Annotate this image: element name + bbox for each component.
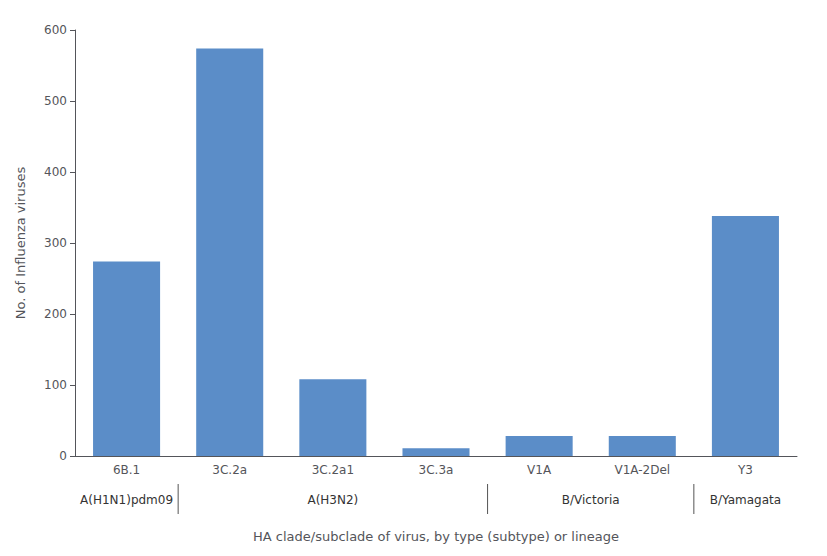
svg-text:0: 0: [59, 449, 67, 463]
svg-text:3C.2a1: 3C.2a1: [312, 463, 354, 477]
svg-text:A(H1N1)pdm09: A(H1N1)pdm09: [80, 493, 173, 507]
svg-text:3C.2a: 3C.2a: [212, 463, 247, 477]
svg-text:500: 500: [44, 94, 67, 108]
svg-text:6B.1: 6B.1: [113, 463, 140, 477]
svg-text:B/Victoria: B/Victoria: [562, 493, 620, 507]
svg-text:400: 400: [44, 165, 67, 179]
svg-text:200: 200: [44, 307, 67, 321]
svg-text:100: 100: [44, 378, 67, 392]
svg-text:B/Yamagata: B/Yamagata: [710, 493, 781, 507]
svg-text:300: 300: [44, 236, 67, 250]
svg-text:600: 600: [44, 23, 67, 37]
svg-text:HA clade/subclade of virus, by: HA clade/subclade of virus, by type (sub…: [253, 529, 619, 544]
svg-text:3C.3a: 3C.3a: [419, 463, 454, 477]
svg-text:Y3: Y3: [737, 463, 753, 477]
svg-text:A(H3N2): A(H3N2): [307, 493, 358, 507]
svg-text:V1A-2Del: V1A-2Del: [614, 463, 670, 477]
svg-text:V1A: V1A: [527, 463, 552, 477]
svg-text:No. of Influenza viruses: No. of Influenza viruses: [13, 167, 28, 320]
